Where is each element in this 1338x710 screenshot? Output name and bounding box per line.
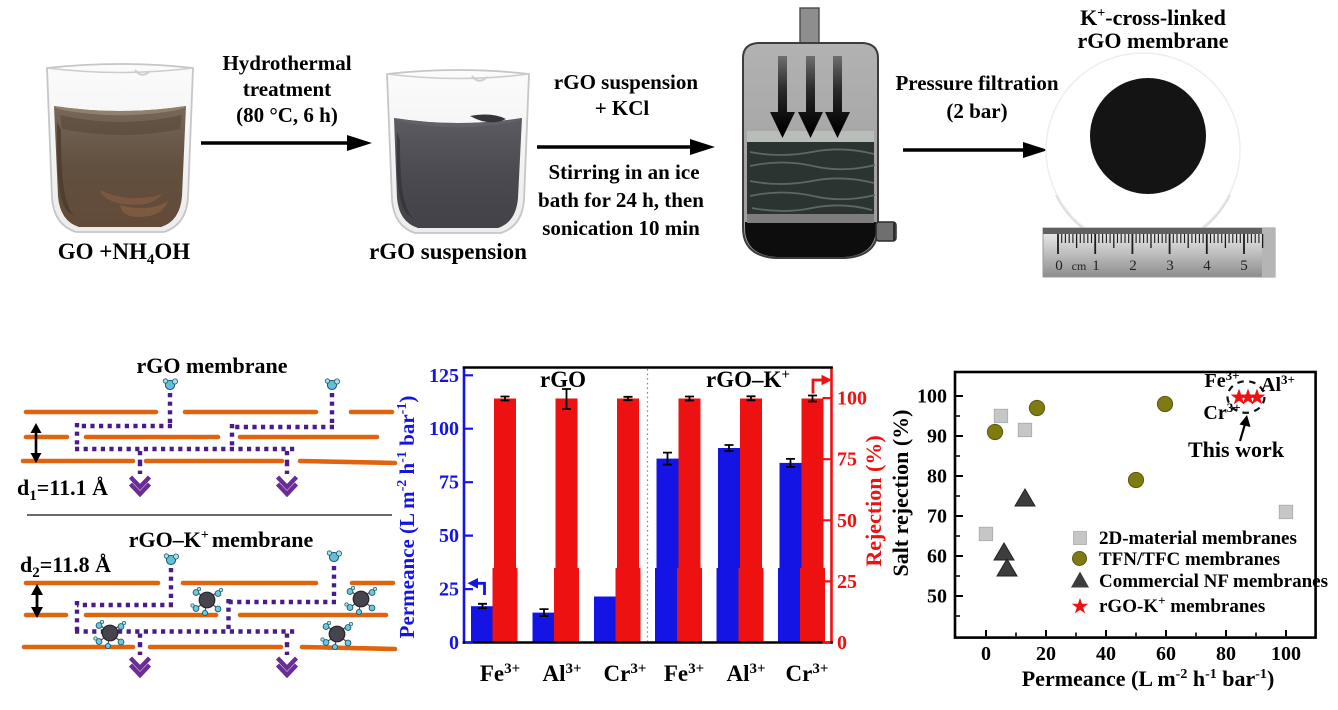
svg-text:100: 100 — [837, 388, 867, 410]
svg-text:60: 60 — [927, 546, 947, 568]
svg-text:TFN/TFC membranes: TFN/TFC membranes — [1099, 549, 1280, 570]
svg-text:cm: cm — [1072, 259, 1087, 273]
svg-text:Al3+: Al3+ — [726, 661, 765, 686]
svg-text:Permeance (L m-2 h-1 bar-1): Permeance (L m-2 h-1 bar-1) — [395, 396, 419, 639]
svg-text:3: 3 — [1166, 258, 1174, 274]
svg-text:80: 80 — [927, 466, 947, 488]
svg-text:Hydrothermal: Hydrothermal — [222, 51, 351, 75]
svg-text:rGO membrane: rGO membrane — [1078, 28, 1229, 53]
svg-text:rGO suspension: rGO suspension — [369, 239, 527, 264]
svg-text:0: 0 — [981, 643, 991, 665]
svg-text:100: 100 — [917, 386, 947, 408]
svg-text:70: 70 — [927, 506, 947, 528]
svg-text:60: 60 — [1156, 643, 1176, 665]
svg-text:75: 75 — [439, 472, 459, 494]
svg-text:0: 0 — [1055, 258, 1063, 274]
svg-text:treatment: treatment — [243, 77, 331, 101]
svg-text:+ KCl: + KCl — [595, 96, 650, 120]
svg-text:25: 25 — [837, 571, 857, 593]
svg-text:Cr3+: Cr3+ — [604, 661, 647, 686]
svg-text:rGO: rGO — [540, 367, 586, 392]
svg-text:25: 25 — [439, 579, 459, 601]
svg-text:80: 80 — [1216, 643, 1236, 665]
svg-text:50: 50 — [439, 525, 459, 547]
svg-text:bath for 24 h, then: bath for 24 h, then — [538, 188, 704, 212]
svg-text:2: 2 — [1129, 258, 1137, 274]
svg-text:This work: This work — [1188, 437, 1285, 462]
svg-text:4: 4 — [1203, 258, 1211, 274]
svg-text:1: 1 — [1092, 258, 1100, 274]
svg-text:2D-material membranes: 2D-material membranes — [1099, 528, 1297, 549]
svg-text:(80 °C, 6 h): (80 °C, 6 h) — [236, 103, 338, 127]
svg-text:0: 0 — [837, 632, 847, 654]
svg-text:rGO suspension: rGO suspension — [554, 70, 698, 94]
svg-text:100: 100 — [1271, 643, 1301, 665]
svg-text:Rejection (%): Rejection (%) — [861, 435, 886, 566]
svg-text:Stirring in an ice: Stirring in an ice — [548, 160, 699, 184]
svg-text:sonication 10 min: sonication 10 min — [542, 216, 700, 240]
svg-text:rGO-K+ membranes: rGO-K+ membranes — [1099, 593, 1265, 617]
svg-text:rGO–K+membrane: rGO–K+ membrane — [129, 527, 314, 552]
svg-text:75: 75 — [837, 449, 857, 471]
svg-text:50: 50 — [837, 510, 857, 532]
svg-text:0: 0 — [449, 632, 459, 654]
svg-text:K+-cross-linked: K+-cross-linked — [1080, 5, 1226, 30]
svg-text:40: 40 — [1096, 643, 1116, 665]
svg-text:GO +NH4OH: GO +NH4OH — [58, 239, 191, 268]
svg-text:125: 125 — [429, 365, 459, 387]
svg-text:20: 20 — [1036, 643, 1056, 665]
svg-text:Salt rejection (%): Salt rejection (%) — [888, 410, 913, 577]
svg-text:50: 50 — [927, 586, 947, 608]
svg-text:Pressure filtration: Pressure filtration — [895, 71, 1058, 95]
svg-text:100: 100 — [429, 418, 459, 440]
svg-text:Al3+: Al3+ — [1261, 372, 1295, 396]
svg-text:Commercial NF membranes: Commercial NF membranes — [1099, 571, 1328, 592]
svg-text:Permeance (L m-2 h-1 bar-1): Permeance (L m-2 h-1 bar-1) — [1022, 666, 1275, 691]
svg-text:5: 5 — [1240, 258, 1248, 274]
svg-text:rGO membrane: rGO membrane — [137, 353, 288, 378]
svg-text:90: 90 — [927, 426, 947, 448]
svg-text:Fe3+: Fe3+ — [480, 661, 520, 686]
svg-text:(2 bar): (2 bar) — [946, 99, 1007, 123]
svg-text:rGO–K+: rGO–K+ — [706, 367, 790, 392]
